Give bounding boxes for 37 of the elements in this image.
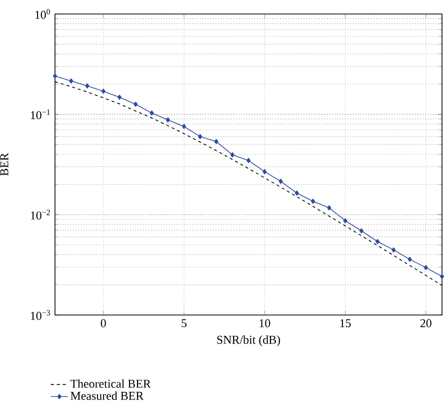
point — [408, 256, 412, 262]
y-tick-label: 10$^{−2}$ — [30, 210, 50, 220]
point — [392, 247, 396, 253]
point — [150, 110, 154, 116]
point — [327, 205, 332, 210]
legend-label: Theoretical BER — [70, 379, 151, 388]
x-tick-label: 0 — [100, 319, 106, 328]
x-tick-label: 10 — [260, 319, 270, 328]
y-tick-label: 10$^{−3}$ — [30, 310, 50, 320]
point — [166, 117, 170, 122]
x-axis-title: SNR/bit (dB) — [217, 335, 280, 346]
point — [310, 198, 316, 204]
point — [343, 218, 348, 224]
point — [101, 88, 106, 94]
x-tick-label: 15 — [340, 319, 351, 328]
point — [230, 152, 234, 158]
point — [294, 190, 299, 196]
point — [375, 238, 380, 244]
point — [262, 169, 267, 174]
point — [182, 124, 186, 130]
y-axis-title: BER — [0, 152, 8, 176]
point — [214, 138, 218, 144]
point — [246, 158, 251, 164]
legend-label: Measured BER — [70, 391, 144, 400]
point — [134, 102, 138, 107]
point — [52, 73, 58, 79]
x-tick-label: 5 — [182, 319, 187, 328]
point — [69, 78, 74, 84]
point — [117, 94, 122, 100]
y-tick-label: 10$^{−1}$ — [30, 109, 50, 120]
point — [424, 264, 428, 270]
y-tick-label: 10$^{0}$ — [35, 9, 50, 19]
point — [198, 134, 202, 140]
point — [278, 178, 283, 184]
point — [85, 83, 90, 89]
point — [359, 228, 364, 234]
x-tick-label: 20 — [420, 319, 432, 328]
